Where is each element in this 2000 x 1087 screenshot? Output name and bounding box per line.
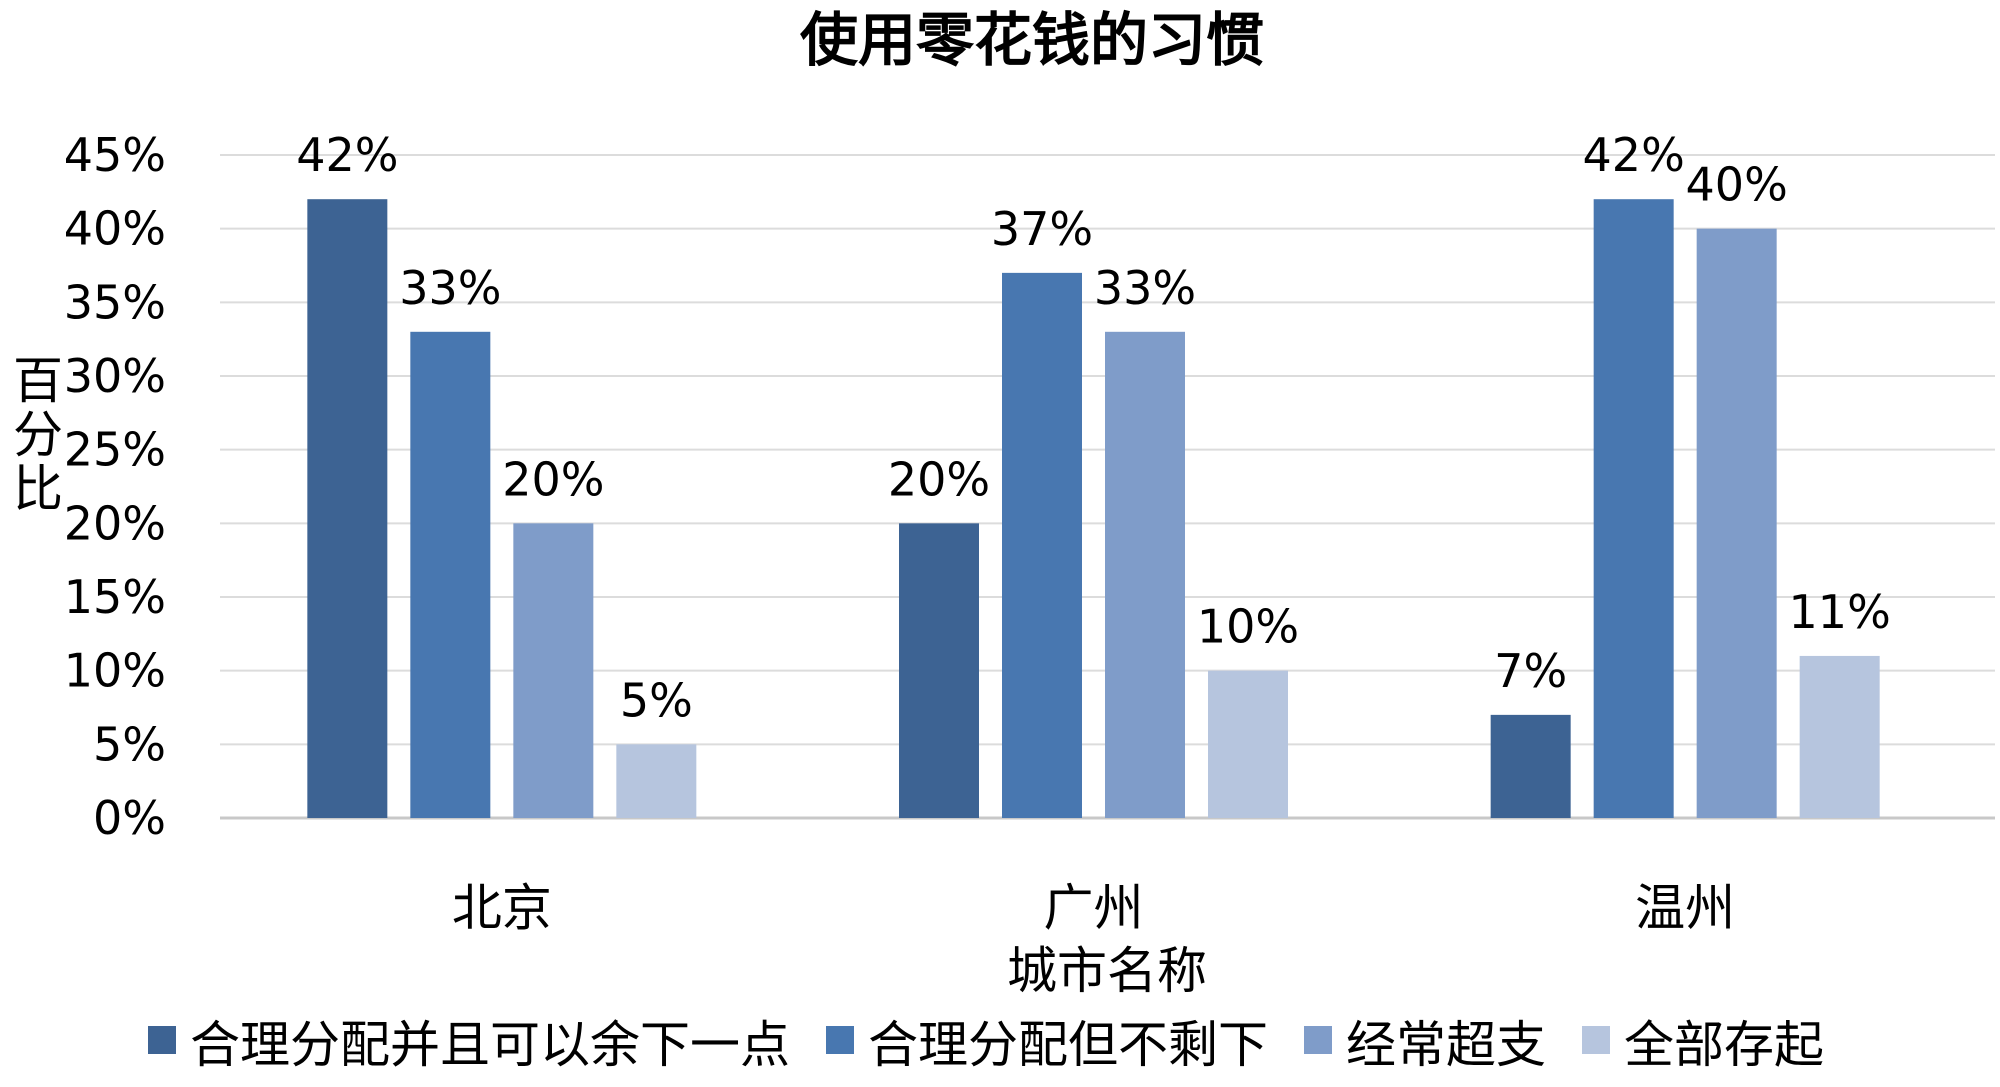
data-labels: 42%33%20%5%20%37%33%10%7%42%40%11% xyxy=(296,128,1891,727)
legend: 合理分配并且可以余下一点 合理分配但不剩下 经常超支 全部存起 xyxy=(148,1016,1824,1074)
data-label: 5% xyxy=(620,673,693,727)
legend-swatch xyxy=(148,1026,176,1054)
legend-item: 全部存起 xyxy=(1582,1016,1824,1074)
bars xyxy=(307,199,1880,818)
y-tick-label: 10% xyxy=(64,644,166,698)
data-label: 10% xyxy=(1197,600,1299,654)
legend-label: 合理分配但不剩下 xyxy=(868,1016,1268,1074)
y-tick-label: 40% xyxy=(64,202,166,256)
bar xyxy=(513,523,594,818)
x-category-label: 广州 xyxy=(1044,879,1144,937)
data-label: 33% xyxy=(399,261,501,315)
y-tick-label: 30% xyxy=(64,349,166,403)
y-tick-label: 15% xyxy=(64,570,166,624)
bar xyxy=(1208,670,1288,818)
bar xyxy=(1593,199,1674,818)
data-label: 11% xyxy=(1789,585,1891,639)
x-axis-categories: 北京 广州 温州 xyxy=(452,879,1735,937)
y-axis-title: 百分比 xyxy=(13,352,63,518)
bar xyxy=(1002,272,1082,818)
y-tick-label: 5% xyxy=(93,717,166,771)
data-label: 7% xyxy=(1494,644,1567,698)
legend-item: 合理分配并且可以余下一点 xyxy=(148,1016,790,1074)
legend-swatch xyxy=(826,1026,854,1054)
bar xyxy=(1799,655,1880,818)
legend-label: 合理分配并且可以余下一点 xyxy=(190,1016,790,1074)
data-label: 42% xyxy=(296,128,398,182)
data-label: 37% xyxy=(991,202,1093,256)
y-tick-label: 25% xyxy=(64,423,166,477)
data-label: 20% xyxy=(888,452,990,506)
y-axis-ticks: 0% 5% 10% 15% 20% 25% 30% 35% 40% 45% xyxy=(64,128,166,845)
data-label: 42% xyxy=(1583,128,1685,182)
y-tick-label: 20% xyxy=(64,496,166,550)
legend-label: 全部存起 xyxy=(1624,1016,1824,1074)
bar xyxy=(410,331,491,818)
bar xyxy=(307,199,388,818)
legend-item: 合理分配但不剩下 xyxy=(826,1016,1268,1074)
bar xyxy=(1696,228,1777,818)
data-label: 40% xyxy=(1686,158,1788,212)
bar xyxy=(616,744,697,818)
x-category-label: 温州 xyxy=(1635,879,1735,937)
x-axis-title: 城市名称 xyxy=(1007,942,1207,1000)
legend-swatch xyxy=(1582,1026,1610,1054)
legend-swatch xyxy=(1304,1026,1332,1054)
bar xyxy=(1490,714,1571,818)
y-tick-label: 35% xyxy=(64,275,166,329)
chart-title: 使用零花钱的习惯 xyxy=(800,6,1264,74)
legend-label: 经常超支 xyxy=(1346,1016,1546,1074)
x-category-label: 北京 xyxy=(452,879,552,937)
y-tick-label: 0% xyxy=(93,791,166,845)
bar xyxy=(1105,331,1185,818)
data-label: 20% xyxy=(502,452,604,506)
bar xyxy=(899,523,979,818)
data-label: 33% xyxy=(1094,261,1196,315)
y-tick-label: 45% xyxy=(64,128,166,182)
legend-item: 经常超支 xyxy=(1304,1016,1546,1074)
